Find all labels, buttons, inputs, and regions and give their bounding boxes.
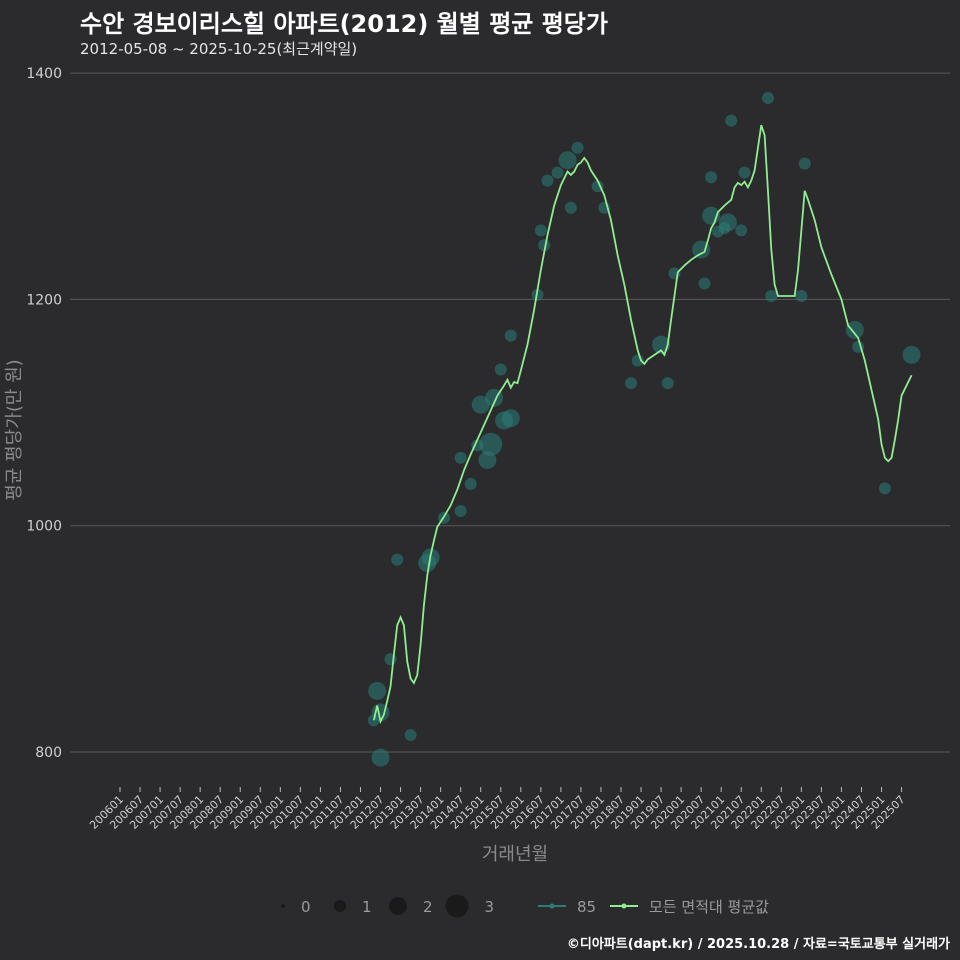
data-bubble bbox=[725, 114, 738, 127]
data-bubble bbox=[558, 151, 577, 170]
data-bubble bbox=[391, 553, 404, 566]
data-bubble bbox=[625, 377, 638, 390]
average-line bbox=[372, 124, 913, 725]
x-axis-label: 거래년월 bbox=[482, 844, 548, 865]
data-bubble bbox=[551, 166, 564, 179]
data-bubble bbox=[845, 320, 864, 339]
data-bubble bbox=[668, 267, 681, 280]
legend-size-marker bbox=[389, 897, 407, 915]
legend-size-marker bbox=[334, 900, 346, 912]
legend-series-dot bbox=[549, 903, 555, 909]
legend-size-marker bbox=[281, 904, 285, 908]
chart-subtitle: 2012-05-08 ~ 2025-10-25(최근계약일) bbox=[80, 40, 358, 58]
data-bubble bbox=[371, 748, 390, 767]
data-bubble bbox=[479, 432, 503, 456]
chart-title: 수안 경보이리스힐 아파트(2012) 월별 평균 평당가 bbox=[80, 10, 608, 38]
data-bubble bbox=[541, 174, 554, 187]
data-bubble bbox=[454, 504, 467, 517]
y-tick-label: 800 bbox=[35, 745, 62, 761]
legend-series-label: 모든 면적대 평균값 bbox=[649, 898, 769, 916]
y-tick-label: 1000 bbox=[26, 519, 62, 535]
legend-size-label: 1 bbox=[362, 898, 372, 916]
legend-series-dot bbox=[621, 903, 627, 909]
legend-size-marker bbox=[445, 894, 469, 918]
y-tick-label: 1200 bbox=[26, 292, 62, 308]
data-bubble bbox=[902, 345, 921, 364]
legend-size-label: 2 bbox=[423, 898, 433, 916]
data-bubble bbox=[494, 363, 507, 376]
y-tick-label: 1400 bbox=[26, 66, 62, 82]
data-bubble bbox=[571, 141, 584, 154]
data-bubble bbox=[534, 224, 547, 237]
data-bubble bbox=[738, 166, 751, 179]
data-bubble bbox=[761, 91, 774, 104]
legend-size-label: 3 bbox=[485, 898, 495, 916]
data-bubble bbox=[538, 239, 551, 252]
data-bubble bbox=[661, 377, 674, 390]
data-bubble bbox=[765, 290, 778, 303]
data-bubble bbox=[471, 395, 490, 414]
data-bubble bbox=[404, 729, 417, 742]
data-bubble bbox=[464, 477, 477, 490]
data-bubble bbox=[501, 409, 520, 428]
data-bubble bbox=[735, 224, 748, 237]
data-bubble bbox=[504, 329, 517, 342]
data-bubble bbox=[564, 201, 577, 214]
source-footer: ©디아파트(dapt.kr) / 2025.10.28 / 자료=국토교통부 실… bbox=[566, 937, 950, 952]
data-bubble bbox=[368, 681, 387, 700]
y-axis-label: 평균 평당가(만 원) bbox=[4, 359, 25, 500]
data-bubble bbox=[878, 482, 891, 495]
data-bubble bbox=[705, 171, 718, 184]
legend-series-label: 85 bbox=[577, 898, 596, 916]
data-bubble bbox=[698, 277, 711, 290]
data-bubble bbox=[795, 290, 808, 303]
data-bubble bbox=[798, 157, 811, 170]
data-bubble bbox=[718, 213, 737, 232]
legend-size-label: 0 bbox=[301, 898, 311, 916]
data-bubble bbox=[454, 451, 467, 464]
